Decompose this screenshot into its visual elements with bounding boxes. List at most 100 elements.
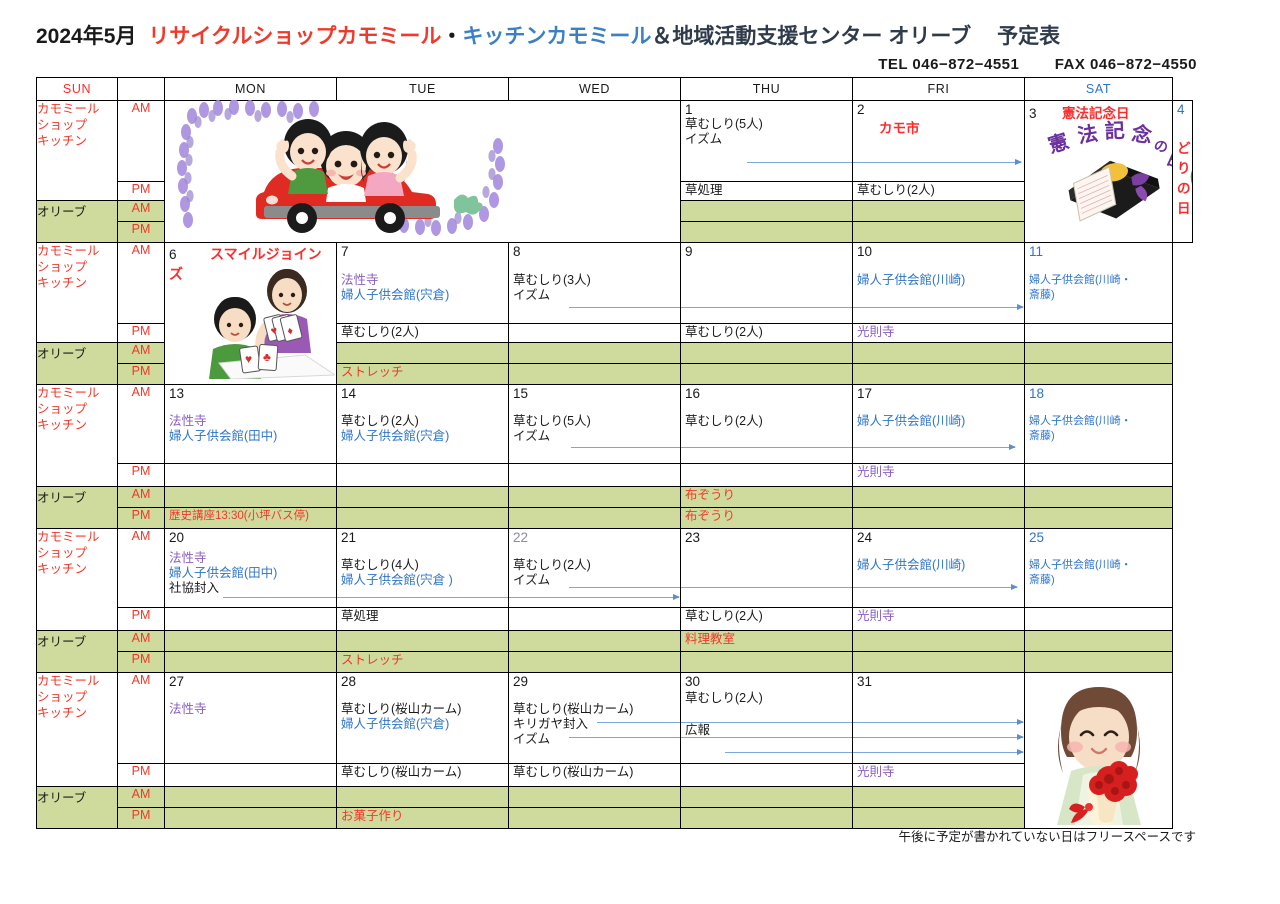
olive-cell-25-pm[interactable] bbox=[1024, 651, 1173, 673]
olive-cell-15-am[interactable] bbox=[508, 486, 681, 508]
olive-cell-21-pm[interactable]: ストレッチ bbox=[336, 651, 509, 673]
olive-cell-24-pm[interactable] bbox=[852, 651, 1025, 673]
day-cell-13[interactable]: 13 法性寺 婦人子供会館(田中) bbox=[164, 384, 337, 464]
olive-cell-24-am[interactable] bbox=[852, 630, 1025, 652]
olive-cell-16-pm[interactable]: 布ぞうり bbox=[680, 507, 853, 529]
olive-cell-29-am[interactable] bbox=[508, 786, 681, 808]
olive-cell-18-pm[interactable] bbox=[1024, 507, 1173, 529]
day-cell-2-pm[interactable]: 草むしり(2人) bbox=[852, 181, 1025, 201]
day-cell-22[interactable]: 22 草むしり(2人) イズム bbox=[508, 528, 681, 608]
olive-cell-27-pm[interactable] bbox=[164, 807, 337, 829]
olive-cell-17-pm[interactable] bbox=[852, 507, 1025, 529]
day-cell-31[interactable]: 31 bbox=[852, 672, 1025, 764]
olive-cell-20-am[interactable] bbox=[164, 630, 337, 652]
olive-cell-8-pm[interactable] bbox=[508, 363, 681, 385]
olive-cell-11-pm[interactable] bbox=[1024, 363, 1173, 385]
day-cell-29-pm[interactable]: 草むしり(桜山カーム) bbox=[508, 763, 681, 787]
olive-cell-22-pm[interactable] bbox=[508, 651, 681, 673]
olive-cell-1-am[interactable] bbox=[680, 200, 853, 222]
olive-cell-7-am[interactable] bbox=[336, 342, 509, 364]
olive-cell-16-am[interactable]: 布ぞうり bbox=[680, 486, 853, 508]
olive-cell-15-pm[interactable] bbox=[508, 507, 681, 529]
olive-cell-31-am[interactable] bbox=[852, 786, 1025, 808]
day-cell-16-pm[interactable] bbox=[680, 463, 853, 487]
day-cell-20-pm[interactable] bbox=[164, 607, 337, 631]
olive-cell-30-am[interactable] bbox=[680, 786, 853, 808]
day-cell-14[interactable]: 14 草むしり(2人) 婦人子供会館(宍倉) bbox=[336, 384, 509, 464]
day-cell-29[interactable]: 29 草むしり(桜山カーム) キリガヤ封入 イズム bbox=[508, 672, 681, 764]
day-cell-16[interactable]: 16 草むしり(2人) bbox=[680, 384, 853, 464]
olive-cell-28-pm[interactable]: お菓子作り bbox=[336, 807, 509, 829]
day-cell-25[interactable]: 25 婦人子供会館(川崎・ 斎藤) bbox=[1024, 528, 1173, 608]
day-cell-27-pm[interactable] bbox=[164, 763, 337, 787]
day-cell-21-pm[interactable]: 草処理 bbox=[336, 607, 509, 631]
olive-cell-2-pm[interactable] bbox=[852, 221, 1025, 243]
day-cell-28-pm[interactable]: 草むしり(桜山カーム) bbox=[336, 763, 509, 787]
day-cell-13-pm[interactable] bbox=[164, 463, 337, 487]
day-cell-1-pm[interactable]: 草処理 bbox=[680, 181, 853, 201]
day-cell-27[interactable]: 27 法性寺 bbox=[164, 672, 337, 764]
olive-cell-28-am[interactable] bbox=[336, 786, 509, 808]
olive-cell-30-pm[interactable] bbox=[680, 807, 853, 829]
day-cell-20[interactable]: 20 法性寺 婦人子供会館(田中) 社協封入 bbox=[164, 528, 337, 608]
day-cell-9[interactable]: 9 bbox=[680, 242, 853, 324]
olive-cell-2-am[interactable] bbox=[852, 200, 1025, 222]
olive-cell-17-am[interactable] bbox=[852, 486, 1025, 508]
olive-cell-20-pm[interactable] bbox=[164, 651, 337, 673]
olive-cell-23-am[interactable]: 料理教室 bbox=[680, 630, 853, 652]
day-cell-6[interactable]: 6 スマイルジョインズ bbox=[164, 242, 337, 385]
day-cell-24-pm[interactable]: 光則寺 bbox=[852, 607, 1025, 631]
day-cell-15-pm[interactable] bbox=[508, 463, 681, 487]
day-cell-8[interactable]: 8 草むしり(3人) イズム bbox=[508, 242, 681, 324]
day-cell-10-pm[interactable]: 光則寺 bbox=[852, 323, 1025, 343]
day-cell-18[interactable]: 18 婦人子供会館(川崎・ 斎藤) bbox=[1024, 384, 1173, 464]
day-cell-25-pm[interactable] bbox=[1024, 607, 1173, 631]
day-cell-14-pm[interactable] bbox=[336, 463, 509, 487]
olive-cell-13-pm[interactable]: 歴史講座13:30(小坪バス停) bbox=[164, 507, 337, 529]
day-cell-10[interactable]: 10 婦人子供会館(川崎) bbox=[852, 242, 1025, 324]
day-cell-2[interactable]: 2 カモ市 bbox=[852, 100, 1025, 182]
olive-cell-9-am[interactable] bbox=[680, 342, 853, 364]
day-cell-21[interactable]: 21 草むしり(4人) 婦人子供会館(宍倉 ) bbox=[336, 528, 509, 608]
olive-cell-13-am[interactable] bbox=[164, 486, 337, 508]
day-cell-8-pm[interactable] bbox=[508, 323, 681, 343]
olive-cell-22-am[interactable] bbox=[508, 630, 681, 652]
olive-cell-23-pm[interactable] bbox=[680, 651, 853, 673]
day-cell-18-pm[interactable] bbox=[1024, 463, 1173, 487]
olive-cell-9-pm[interactable] bbox=[680, 363, 853, 385]
olive-cell-29-pm[interactable] bbox=[508, 807, 681, 829]
day-cell-30[interactable]: 30 草むしり(2人) 広報 bbox=[680, 672, 853, 764]
olive-cell-11-am[interactable] bbox=[1024, 342, 1173, 364]
olive-cell-31-pm[interactable] bbox=[852, 807, 1025, 829]
day-cell-28[interactable]: 28 草むしり(桜山カーム) 婦人子供会館(宍倉) bbox=[336, 672, 509, 764]
day-cell-24[interactable]: 24 婦人子供会館(川崎) bbox=[852, 528, 1025, 608]
olive-cell-1-pm[interactable] bbox=[680, 221, 853, 243]
olive-cell-14-pm[interactable] bbox=[336, 507, 509, 529]
day-cell-17[interactable]: 17 婦人子供会館(川崎) bbox=[852, 384, 1025, 464]
day-cell-30-pm[interactable] bbox=[680, 763, 853, 787]
olive-cell-8-am[interactable] bbox=[508, 342, 681, 364]
day-cell-7-pm[interactable]: 草むしり(2人) bbox=[336, 323, 509, 343]
day-cell-9-pm[interactable]: 草むしり(2人) bbox=[680, 323, 853, 343]
day-cell-11[interactable]: 11 婦人子供会館(川崎・ 斎藤) bbox=[1024, 242, 1173, 324]
olive-cell-21-am[interactable] bbox=[336, 630, 509, 652]
olive-cell-10-pm[interactable] bbox=[852, 363, 1025, 385]
day-cell-22-pm[interactable] bbox=[508, 607, 681, 631]
day-cell-17-pm[interactable]: 光則寺 bbox=[852, 463, 1025, 487]
day-cell-15[interactable]: 15 草むしり(5人) イズム bbox=[508, 384, 681, 464]
day-cell-7[interactable]: 7 法性寺 婦人子供会館(宍倉) bbox=[336, 242, 509, 324]
day-cell-23-pm[interactable]: 草むしり(2人) bbox=[680, 607, 853, 631]
olive-cell-10-am[interactable] bbox=[852, 342, 1025, 364]
day-cell-11-pm[interactable] bbox=[1024, 323, 1173, 343]
day-cell-1[interactable]: 1 草むしり(5人) イズム bbox=[680, 100, 853, 182]
day-cell-3[interactable]: 3 憲法記念日 bbox=[1024, 100, 1173, 243]
olive-cell-7-pm[interactable]: ストレッチ bbox=[336, 363, 509, 385]
constitution-memorial-day-icon: 憲 法 記 念 の 日 bbox=[1045, 119, 1172, 222]
day-cell-31-pm[interactable]: 光則寺 bbox=[852, 763, 1025, 787]
olive-cell-27-am[interactable] bbox=[164, 786, 337, 808]
day-cell-4[interactable]: 4 みどりの日 みどり の日 bbox=[1172, 100, 1193, 243]
day-cell-23[interactable]: 23 bbox=[680, 528, 853, 608]
olive-cell-14-am[interactable] bbox=[336, 486, 509, 508]
olive-cell-18-am[interactable] bbox=[1024, 486, 1173, 508]
olive-cell-25-am[interactable] bbox=[1024, 630, 1173, 652]
